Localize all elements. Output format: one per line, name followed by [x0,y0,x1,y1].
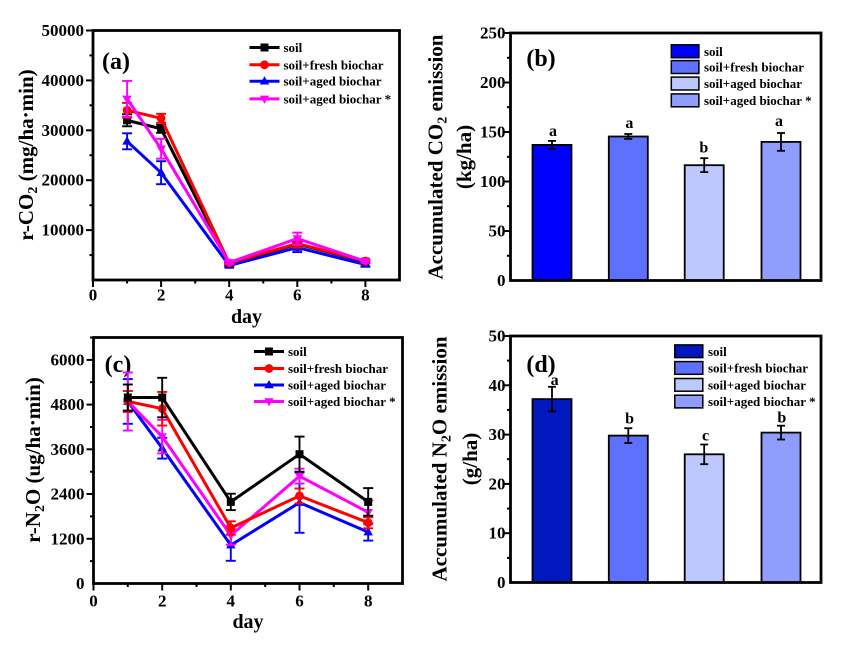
svg-text:soil: soil [704,44,723,59]
svg-text:20000: 20000 [42,171,85,190]
svg-text:0: 0 [497,271,506,290]
svg-text:250: 250 [480,24,506,43]
svg-text:(d): (d) [526,352,555,378]
svg-text:200: 200 [480,73,506,92]
svg-text:a: a [551,372,559,389]
svg-text:soil+aged biochar *: soil+aged biochar * [288,394,396,409]
svg-text:b: b [699,139,708,156]
svg-text:Accumulated N2O emission: Accumulated N2O emission [428,336,455,581]
svg-text:b: b [625,411,634,428]
svg-text:8: 8 [361,286,370,305]
svg-text:50: 50 [489,327,506,346]
svg-text:8: 8 [364,592,373,611]
svg-text:day: day [231,306,262,328]
svg-text:100: 100 [480,172,506,191]
svg-text:2: 2 [157,286,166,305]
svg-text:150: 150 [480,123,506,142]
svg-text:Accumulated CO2 emission: Accumulated CO2 emission [424,34,451,279]
svg-text:6: 6 [293,286,302,305]
svg-text:soil+aged biochar *: soil+aged biochar * [704,93,812,108]
svg-text:soil: soil [708,344,727,359]
svg-text:soil+fresh biochar: soil+fresh biochar [704,60,804,75]
svg-text:0: 0 [76,574,85,593]
svg-text:0: 0 [89,592,98,611]
svg-text:(b): (b) [526,46,555,72]
svg-text:b: b [777,410,786,427]
svg-text:2: 2 [158,592,167,611]
svg-text:(a): (a) [102,49,130,75]
svg-text:(kg/ha): (kg/ha) [452,125,476,189]
svg-text:0: 0 [89,286,98,305]
svg-text:soil+aged biochar: soil+aged biochar [704,76,802,91]
svg-text:10000: 10000 [42,221,85,240]
svg-text:50: 50 [489,222,506,241]
svg-text:20: 20 [489,474,506,493]
svg-text:3600: 3600 [51,440,85,459]
svg-text:(g/ha): (g/ha) [458,433,482,486]
svg-text:6000: 6000 [51,350,85,369]
svg-text:2400: 2400 [51,485,85,504]
svg-text:soil+fresh biochar: soil+fresh biochar [708,361,808,376]
svg-text:a: a [625,115,633,132]
svg-text:soil+aged biochar: soil+aged biochar [284,74,382,89]
svg-text:0: 0 [497,573,506,592]
svg-text:4: 4 [225,286,234,305]
svg-text:1200: 1200 [51,529,85,548]
svg-text:4: 4 [227,592,236,611]
svg-text:soil: soil [288,344,307,359]
svg-text:40000: 40000 [42,71,85,90]
svg-text:day: day [232,611,263,633]
svg-text:soil+aged biochar *: soil+aged biochar * [708,394,816,409]
svg-text:r-CO2 (mg/ha·min): r-CO2 (mg/ha·min) [14,69,41,240]
svg-text:30000: 30000 [42,121,85,140]
svg-text:50000: 50000 [42,21,85,40]
svg-text:soil+fresh biochar: soil+fresh biochar [288,361,388,376]
svg-text:40: 40 [489,376,506,395]
svg-text:soil+aged biochar *: soil+aged biochar * [284,91,392,106]
svg-text:soil+aged biochar: soil+aged biochar [288,378,386,393]
svg-text:soil: soil [284,40,303,55]
svg-text:30: 30 [489,425,506,444]
svg-text:4800: 4800 [51,395,85,414]
svg-text:soil+fresh biochar: soil+fresh biochar [284,57,384,72]
svg-text:a: a [775,113,783,130]
svg-text:a: a [549,123,557,140]
svg-text:soil+aged biochar: soil+aged biochar [708,378,806,393]
svg-text:6: 6 [295,592,304,611]
svg-text:c: c [702,428,709,445]
svg-text:r-N2O (ug/ha·min): r-N2O (ug/ha·min) [21,377,48,542]
svg-text:10: 10 [489,524,506,543]
